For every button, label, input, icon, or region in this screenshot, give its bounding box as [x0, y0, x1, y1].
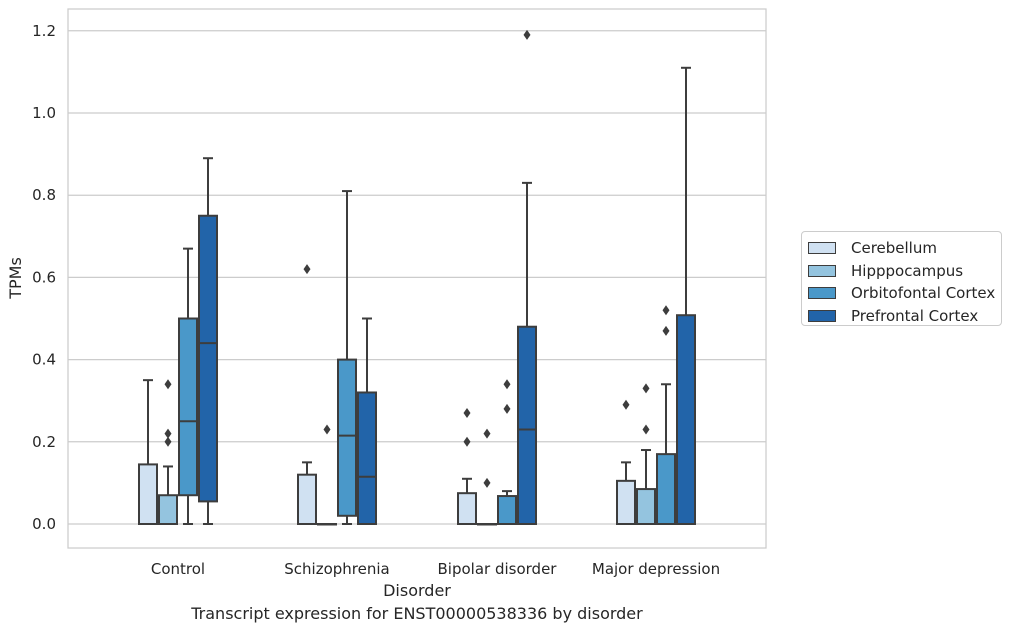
box: [497, 379, 517, 526]
box-body: [158, 494, 178, 526]
outlier-marker: [323, 424, 331, 435]
box: [676, 66, 696, 525]
legend-swatch: [808, 287, 836, 300]
outlier-marker: [523, 29, 531, 40]
box-body: [138, 463, 158, 525]
x-tick-label: Bipolar disorder: [438, 560, 558, 578]
outlier-marker: [662, 305, 670, 316]
box-body: [337, 358, 357, 517]
outlier-marker: [642, 424, 650, 435]
box: [158, 379, 178, 526]
legend-label: Hipppocampus: [851, 261, 964, 280]
legend-item: Cerebellum: [808, 237, 1001, 260]
box-body: [357, 391, 377, 526]
box: [297, 264, 317, 525]
outlier-marker: [642, 383, 650, 394]
legend-label: Prefrontal Cortex: [851, 306, 979, 325]
outlier-marker: [503, 403, 511, 414]
box: [457, 408, 477, 525]
box-body: [636, 488, 656, 526]
box: [636, 383, 656, 526]
box-body: [676, 314, 696, 525]
box-body: [517, 325, 537, 525]
series-prefrontal-cortex: [198, 29, 696, 526]
chart-caption: Transcript expression for ENST0000053833…: [191, 604, 643, 623]
x-tick-label: Schizophrenia: [284, 560, 389, 578]
x-tick-label: Control: [151, 560, 205, 578]
box-body: [198, 214, 218, 503]
x-tick-label: Major depression: [592, 560, 720, 578]
outlier-marker: [483, 428, 491, 439]
box: [357, 317, 377, 526]
outlier-marker: [503, 379, 511, 390]
outlier-marker: [303, 264, 311, 275]
box: [178, 247, 198, 525]
box-body: [616, 479, 636, 525]
y-tick-label: 0.0: [32, 515, 56, 533]
legend-item: Orbitofontal Cortex: [808, 282, 1001, 305]
outlier-marker: [463, 408, 471, 419]
x-axis-label: Disorder: [383, 581, 451, 600]
legend: Cerebellum Hipppocampus Orbitofontal Corte…: [801, 231, 1002, 326]
outlier-marker: [483, 477, 491, 488]
y-tick-label: 1.0: [32, 104, 56, 122]
outlier-marker: [164, 428, 172, 439]
y-tick-label: 0.6: [32, 268, 56, 286]
box: [656, 305, 676, 526]
box-series: [138, 29, 696, 526]
box-body: [457, 492, 477, 525]
box-body: [497, 495, 517, 526]
plot-area-frame: [67, 8, 767, 549]
legend-swatch: [808, 309, 836, 322]
legend-item: Hipppocampus: [808, 260, 1001, 283]
y-tick-labels: 0.0 0.2 0.4 0.6 0.8 1.0 1.2: [32, 22, 56, 533]
legend-swatch: [808, 264, 836, 277]
y-tick-label: 1.2: [32, 22, 56, 40]
y-axis-label: TPMs: [6, 257, 25, 300]
outlier-marker: [463, 436, 471, 447]
outlier-marker: [662, 325, 670, 336]
box: [138, 379, 158, 525]
x-tick-labels: Control Schizophrenia Bipolar disorder Majo…: [151, 560, 720, 578]
outlier-marker: [164, 379, 172, 390]
grid-lines: [68, 30, 766, 525]
legend-label: Cerebellum: [851, 239, 937, 258]
box-body: [656, 453, 676, 526]
legend-swatch: [808, 242, 836, 255]
series-orbitofontal-cortex: [178, 190, 676, 526]
box-body: [297, 473, 317, 525]
y-tick-label: 0.4: [32, 351, 56, 369]
series-hipppocampus: [158, 379, 656, 526]
box: [616, 399, 636, 525]
box: [317, 424, 337, 526]
y-tick-label: 0.2: [32, 433, 56, 451]
legend-item: Prefrontal Cortex: [808, 305, 1001, 328]
box: [517, 29, 537, 525]
outlier-marker: [622, 399, 630, 410]
outlier-marker: [164, 436, 172, 447]
series-cerebellum: [138, 264, 636, 525]
y-tick-label: 0.8: [32, 186, 56, 204]
box: [477, 428, 497, 526]
box-body: [178, 317, 198, 497]
box: [198, 157, 218, 525]
legend-label: Orbitofontal Cortex: [851, 284, 996, 303]
box: [337, 190, 357, 525]
